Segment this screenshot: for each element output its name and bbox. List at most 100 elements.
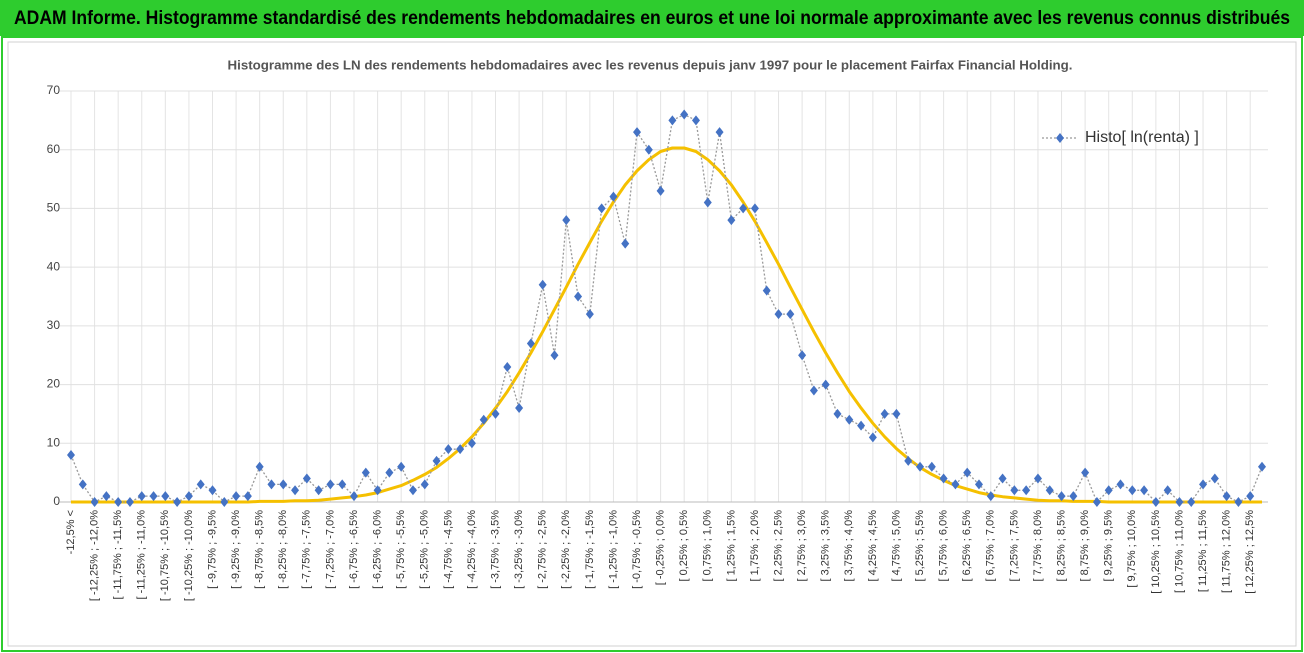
x-tick-label: [ 1,25% ; 1,5%: [725, 510, 737, 582]
data-point: [974, 479, 983, 490]
data-point: [173, 497, 182, 507]
x-tick-label: [ 11,75% ; 12,0%: [1221, 510, 1233, 593]
data-point: [467, 438, 476, 449]
data-point: [1092, 497, 1101, 507]
x-tick-label: [ -5,25% ; -5,0%: [419, 510, 431, 589]
x-tick-label: [ 1,75% ; 2,0%: [749, 510, 761, 582]
data-point: [1116, 479, 1125, 490]
data-point: [1210, 473, 1219, 484]
x-tick-label: [ 5,75% ; 6,0%: [938, 510, 950, 582]
x-tick-label: [ -3,75% ; -3,5%: [489, 510, 501, 589]
y-tick-label: 20: [47, 377, 61, 391]
data-point: [326, 479, 335, 490]
y-tick-label: 60: [47, 142, 61, 156]
x-tick-label: [ -12,25% ; -12,0%: [88, 510, 100, 601]
data-point: [880, 408, 889, 419]
data-point: [1010, 485, 1019, 496]
data-point: [137, 491, 146, 502]
y-tick-label: 10: [47, 435, 61, 449]
data-point: [597, 203, 606, 214]
data-point: [526, 338, 535, 349]
x-tick-label: [ -9,25% ; -9,0%: [230, 510, 242, 589]
data-point: [1069, 491, 1078, 502]
data-point: [809, 385, 818, 396]
data-point: [208, 485, 217, 496]
data-point: [1222, 491, 1231, 502]
data-point: [1022, 485, 1031, 496]
legend-marker: [1056, 133, 1064, 143]
data-point: [385, 467, 394, 478]
data-point: [786, 309, 795, 320]
data-point: [444, 444, 453, 455]
data-point: [774, 309, 783, 320]
x-tick-label: [ 10,75% ; 11,0%: [1173, 510, 1185, 593]
data-point: [114, 497, 123, 507]
x-tick-label: [ 9,75% ; 10,0%: [1126, 510, 1138, 588]
x-tick-label: [ -4,75% ; -4,5%: [442, 510, 454, 589]
data-point: [515, 403, 524, 414]
data-point: [338, 479, 347, 490]
x-tick-label: [ 7,75% ; 8,0%: [1032, 510, 1044, 582]
data-point: [420, 479, 429, 490]
x-tick-label: [ -8,25% ; -8,0%: [277, 510, 289, 589]
data-point: [845, 414, 854, 425]
x-tick-label: [ 4,75% ; 5,0%: [890, 510, 902, 582]
x-tick-label: [ -0,25% ; 0,0%: [655, 510, 667, 585]
data-point: [727, 215, 736, 226]
data-point: [1057, 491, 1066, 502]
legend-label: Histo[ ln(renta) ]: [1085, 129, 1199, 146]
data-point: [904, 455, 913, 466]
data-point: [739, 203, 748, 214]
data-point: [609, 191, 618, 202]
y-tick-label: 0: [53, 494, 60, 508]
data-point: [892, 408, 901, 419]
x-tick-label: [ -6,75% ; -6,5%: [348, 510, 360, 589]
x-tick-label: [ 12,25% ; 12,5%: [1244, 510, 1256, 594]
x-tick-label: [ -11,25% ; -11,0%: [136, 510, 148, 600]
x-tick-label: [ -11,75% ; -11,5%: [112, 510, 124, 600]
x-tick-label: [ -10,25% ; -10,0%: [183, 510, 195, 601]
data-point: [161, 491, 170, 502]
data-point: [1246, 491, 1255, 502]
x-tick-label: [ 7,25% ; 7,5%: [1008, 510, 1020, 582]
data-point: [220, 497, 229, 507]
data-point: [1081, 467, 1090, 478]
data-point: [1199, 479, 1208, 490]
data-point: [1045, 485, 1054, 496]
data-point: [503, 361, 512, 372]
data-point: [1033, 473, 1042, 484]
data-point: [1234, 497, 1243, 507]
data-point: [1187, 497, 1196, 507]
x-tick-label: [ 0,25% ; 0,5%: [678, 510, 690, 582]
data-point: [314, 485, 323, 496]
data-point: [267, 479, 276, 490]
data-point: [538, 279, 547, 290]
data-point: [585, 309, 594, 320]
data-point: [857, 420, 866, 431]
x-tick-label: [ -2,25% ; -2,0%: [560, 510, 572, 589]
curve-line: [71, 146, 1262, 504]
data-point: [868, 432, 877, 443]
x-tick-label: [ -7,25% ; -7,0%: [324, 510, 336, 589]
y-tick-label: 30: [47, 318, 61, 332]
data-point: [562, 215, 571, 226]
data-point: [644, 144, 653, 155]
data-point: [656, 185, 665, 196]
data-point: [67, 450, 75, 461]
data-point: [1104, 485, 1113, 496]
y-tick-label: 40: [47, 259, 61, 273]
data-point: [939, 473, 948, 484]
x-tick-label: [ -3,25% ; -3,0%: [513, 510, 525, 589]
data-point: [279, 479, 288, 490]
data-point: [1258, 461, 1266, 472]
data-point: [479, 414, 488, 425]
data-point: [125, 497, 134, 507]
data-point: [574, 291, 583, 302]
data-point: [633, 127, 642, 138]
x-tick-label: [ -2,75% ; -2,5%: [537, 510, 549, 589]
data-point: [102, 491, 111, 502]
x-tick-label: [ 5,25% ; 5,5%: [914, 510, 926, 582]
data-point: [456, 444, 465, 455]
data-point: [951, 479, 960, 490]
data-point: [798, 350, 807, 361]
